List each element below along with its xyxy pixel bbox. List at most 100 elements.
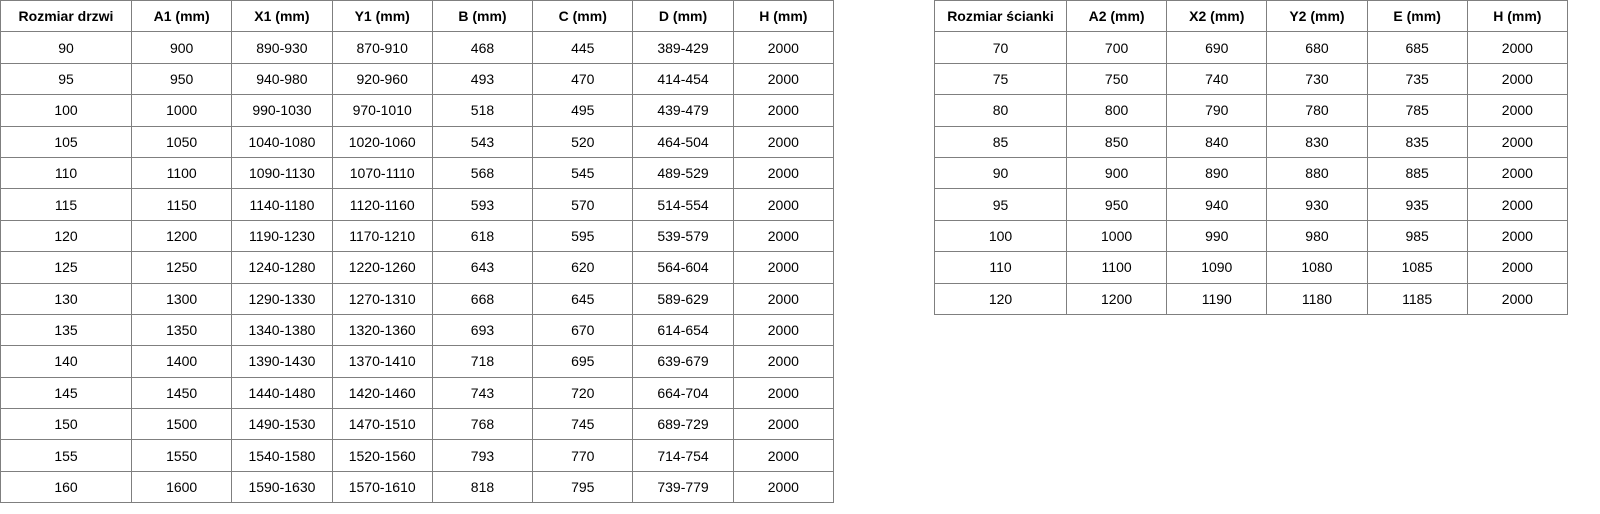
table-cell: 1450 (130, 376, 233, 410)
table-cell: 595 (532, 219, 634, 253)
table-cell: 2000 (732, 376, 835, 410)
table-cell: 664-704 (632, 376, 734, 410)
table-cell: 1370-1410 (331, 345, 433, 378)
table-cell: 470 (532, 62, 634, 96)
table-cell: 2000 (732, 31, 835, 64)
column-header: D (mm) (632, 0, 734, 33)
table-cell: 1490-1530 (231, 408, 333, 441)
table-cell: 1190 (1166, 282, 1268, 315)
table-cell: 614-654 (632, 313, 734, 347)
table-cell: 2000 (732, 251, 835, 284)
table-cell: 1000 (130, 94, 233, 127)
table-cell: 130 (0, 282, 132, 315)
table-cell: 1220-1260 (331, 251, 433, 284)
table-cell: 445 (532, 31, 634, 64)
table-row: 155 1550 1540-1580 1520-1560 793 770 714-754 20… (0, 439, 835, 472)
table-cell: 489-529 (632, 156, 734, 190)
table-cell: 1270-1310 (331, 282, 433, 315)
table-cell: 1440-1480 (231, 376, 333, 410)
table-cell: 564-604 (632, 251, 734, 284)
table-cell: 880 (1266, 156, 1368, 190)
table-cell: 768 (431, 408, 534, 441)
table-cell: 1590-1630 (231, 470, 333, 504)
table-row: 100 1000 990 980 985 2000 (934, 219, 1569, 253)
table-cell: 543 (431, 125, 534, 158)
table-cell: 1240-1280 (231, 251, 333, 284)
table-row: 145 1450 1440-1480 1420-1460 743 720 664-704 20… (0, 376, 835, 410)
table-row: 150 1500 1490-1530 1470-1510 768 745 689-729 20… (0, 408, 835, 441)
table-cell: 120 (0, 219, 132, 253)
table-cell: 639-679 (632, 345, 734, 378)
table-row: 90 900 890-930 870-910 468 445 389-429 2000 (0, 31, 835, 64)
table-cell: 830 (1266, 125, 1368, 158)
table-cell: 890-930 (231, 31, 333, 64)
table-row: 120 1200 1190-1230 1170-1210 618 595 539-579 20… (0, 219, 835, 253)
column-header: C (mm) (532, 0, 634, 33)
table-cell: 2000 (1466, 282, 1569, 315)
table-cell: 770 (532, 439, 634, 472)
table-cell: 1000 (1065, 219, 1168, 253)
table-cell: 439-479 (632, 94, 734, 127)
table-row: 125 1250 1240-1280 1220-1260 643 620 564-604 20… (0, 251, 835, 284)
table-cell: 1080 (1266, 251, 1368, 284)
table-cell: 1020-1060 (331, 125, 433, 158)
table-cell: 70 (934, 31, 1067, 64)
table-cell: 568 (431, 156, 534, 190)
table-cell: 2000 (732, 345, 835, 378)
table-cell: 818 (431, 470, 534, 504)
table-cell: 1190-1230 (231, 219, 333, 253)
table-cell: 539-579 (632, 219, 734, 253)
table-cell: 2000 (732, 282, 835, 315)
table-cell: 689-729 (632, 408, 734, 441)
table-cell: 1100 (1065, 251, 1168, 284)
table-row: 95 950 940 930 935 2000 (934, 188, 1569, 221)
column-header: H (mm) (732, 0, 835, 33)
table-row: 135 1350 1340-1380 1320-1360 693 670 614-654 20… (0, 313, 835, 347)
table-cell: 1100 (130, 156, 233, 190)
table-cell: 739-779 (632, 470, 734, 504)
table-row: 110 1100 1090 1080 1085 2000 (934, 251, 1569, 284)
table-cell: 135 (0, 313, 132, 347)
table-cell: 1170-1210 (331, 219, 433, 253)
table-cell: 514-554 (632, 188, 734, 221)
table-row: 140 1400 1390-1430 1370-1410 718 695 639-679 20… (0, 345, 835, 378)
table-cell: 935 (1366, 188, 1468, 221)
table-row: 85 850 840 830 835 2000 (934, 125, 1569, 158)
table-cell: 940-980 (231, 62, 333, 96)
column-header: A1 (mm) (130, 0, 233, 33)
table-cell: 2000 (1466, 94, 1569, 127)
table-cell: 950 (1065, 188, 1168, 221)
table-cell: 2000 (732, 125, 835, 158)
table-cell: 1050 (130, 125, 233, 158)
table-cell: 155 (0, 439, 132, 472)
table-cell: 1090-1130 (231, 156, 333, 190)
table-cell: 900 (130, 31, 233, 64)
table-cell: 670 (532, 313, 634, 347)
table-cell: 160 (0, 470, 132, 504)
table-cell: 2000 (1466, 31, 1569, 64)
table-cell: 1600 (130, 470, 233, 504)
table-cell: 680 (1266, 31, 1368, 64)
table-cell: 718 (431, 345, 534, 378)
table-cell: 1140-1180 (231, 188, 333, 221)
table-row: 100 1000 990-1030 970-1010 518 495 439-479 2000 (0, 94, 835, 127)
table-cell: 2000 (1466, 125, 1569, 158)
table-cell: 980 (1266, 219, 1368, 253)
table-row: 90 900 890 880 885 2000 (934, 156, 1569, 190)
column-header: X2 (mm) (1166, 0, 1268, 33)
table-cell: 740 (1166, 62, 1268, 96)
table-cell: 85 (934, 125, 1067, 158)
table-cell: 970-1010 (331, 94, 433, 127)
table-row: 75 750 740 730 735 2000 (934, 62, 1569, 96)
table-cell: 700 (1065, 31, 1168, 64)
table-cell: 495 (532, 94, 634, 127)
table-cell: 125 (0, 251, 132, 284)
table-cell: 2000 (1466, 219, 1569, 253)
table-cell: 464-504 (632, 125, 734, 158)
table-cell: 1340-1380 (231, 313, 333, 347)
table-cell: 95 (934, 188, 1067, 221)
table-cell: 685 (1366, 31, 1468, 64)
table-cell: 693 (431, 313, 534, 347)
table-cell: 1520-1560 (331, 439, 433, 472)
table-cell: 2000 (1466, 188, 1569, 221)
